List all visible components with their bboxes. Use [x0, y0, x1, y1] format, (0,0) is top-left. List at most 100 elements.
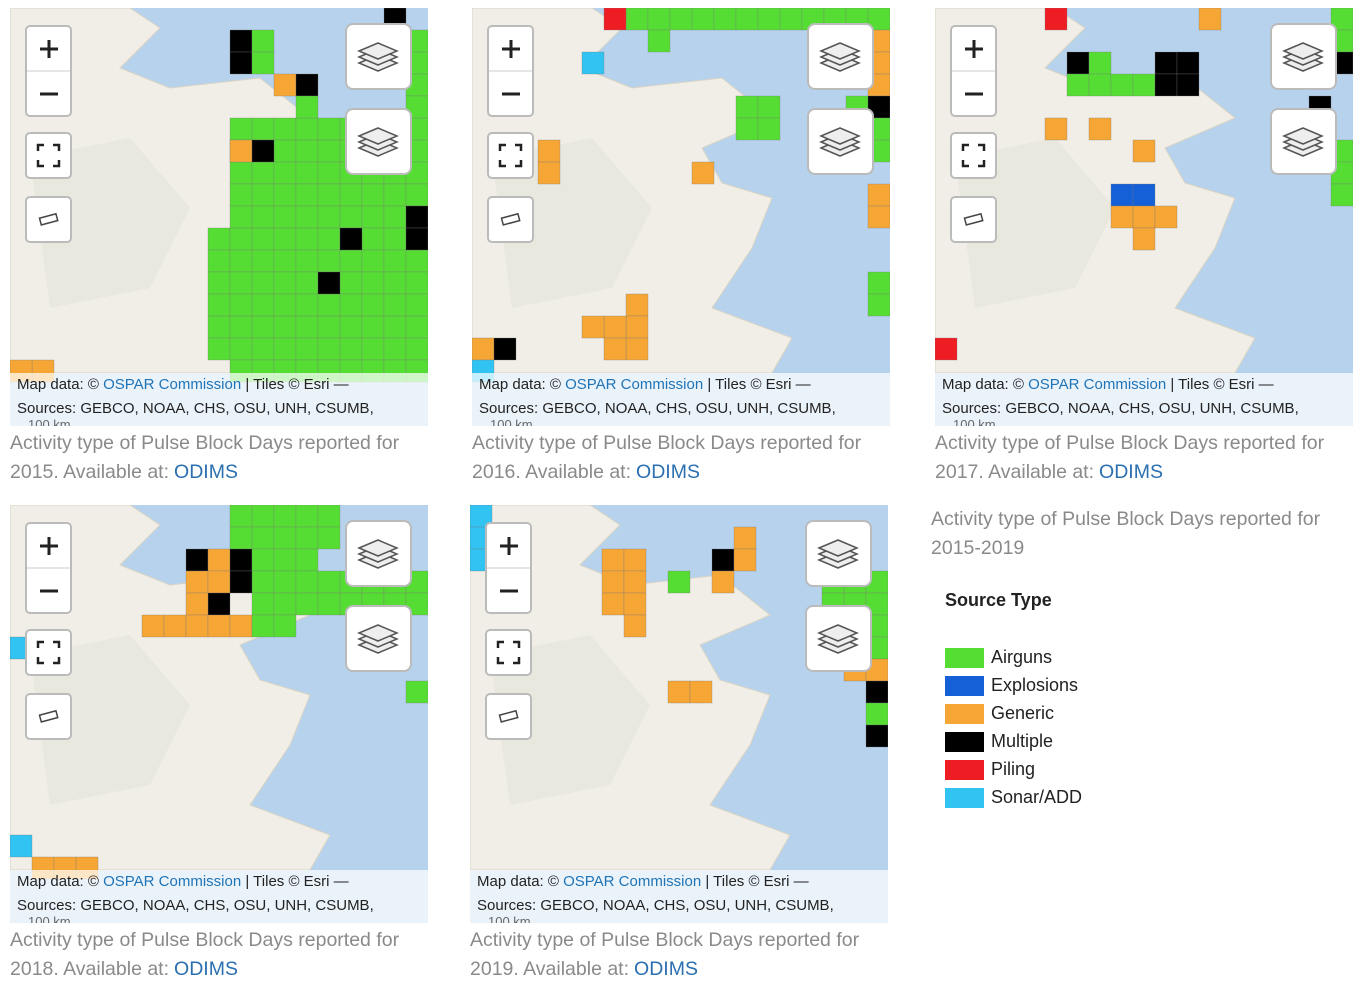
activity-cell — [935, 337, 958, 361]
activity-cell — [1110, 73, 1134, 97]
map-caption: Activity type of Pulse Block Days report… — [935, 429, 1360, 487]
activity-cell — [273, 592, 297, 616]
activity-cell — [229, 51, 253, 75]
layers-icon — [357, 42, 399, 72]
layers-button[interactable] — [807, 23, 874, 90]
attribution-sources: Sources: GEBCO, NOAA, CHS, OSU, UNH, CSU… — [17, 897, 374, 914]
zoom-control[interactable] — [25, 522, 72, 614]
measure-button[interactable] — [25, 693, 72, 740]
attribution-sources: Sources: GEBCO, NOAA, CHS, OSU, UNH, CSU… — [17, 400, 374, 417]
activity-cell — [317, 315, 341, 339]
zoom-control[interactable] — [950, 25, 997, 117]
layers-button[interactable] — [345, 108, 412, 175]
activity-cell — [295, 117, 319, 141]
odims-link[interactable]: ODIMS — [1099, 461, 1163, 483]
caption-text: Activity type of Pulse Block Days report… — [935, 432, 1325, 483]
measure-button[interactable] — [25, 196, 72, 243]
legend-label: Airguns — [991, 647, 1053, 667]
activity-cell — [581, 51, 605, 75]
activity-cell — [229, 249, 253, 273]
activity-cell — [405, 205, 428, 229]
layers-button[interactable] — [805, 520, 872, 587]
activity-cell — [185, 570, 209, 594]
zoom-control[interactable] — [25, 25, 72, 117]
layers-icon — [357, 624, 399, 642]
layers-button[interactable] — [345, 520, 412, 587]
layers-icon — [357, 42, 399, 60]
odims-link[interactable]: ODIMS — [174, 461, 238, 483]
activity-cell — [251, 139, 275, 163]
odims-link[interactable]: ODIMS — [174, 958, 238, 980]
activity-cell — [273, 227, 297, 251]
activity-cell — [163, 614, 187, 638]
layers-button[interactable] — [345, 23, 412, 90]
measure-button[interactable] — [485, 693, 532, 740]
activity-cell — [1066, 51, 1090, 75]
activity-cell — [229, 161, 253, 185]
activity-cell — [317, 117, 341, 141]
activity-cell — [1044, 117, 1068, 141]
legend-item: Explosions — [945, 674, 1078, 697]
layers-button[interactable] — [345, 605, 412, 672]
activity-cell — [689, 680, 713, 704]
map-caption: Activity type of Pulse Block Days report… — [10, 926, 435, 984]
layers-icon — [817, 539, 859, 569]
fullscreen-button[interactable] — [487, 132, 534, 179]
attribution-suffix: | Tiles © Esri — — [245, 873, 349, 890]
activity-cell — [1176, 51, 1200, 75]
fullscreen-icon — [961, 143, 986, 168]
caption-text: Activity type of Pulse Block Days report… — [472, 432, 862, 483]
activity-cell — [185, 548, 209, 572]
fullscreen-button[interactable] — [25, 132, 72, 179]
activity-cell — [669, 8, 693, 31]
fullscreen-button[interactable] — [25, 629, 72, 676]
activity-cell — [317, 249, 341, 273]
attribution-sources: Sources: GEBCO, NOAA, CHS, OSU, UNH, CSU… — [479, 400, 836, 417]
activity-cell — [623, 570, 647, 594]
legend-label: Multiple — [991, 731, 1054, 751]
activity-cell — [229, 548, 253, 572]
measure-button[interactable] — [487, 196, 534, 243]
odims-link[interactable]: ODIMS — [636, 461, 700, 483]
activity-cell — [273, 570, 297, 594]
activity-cell — [1088, 73, 1112, 97]
fullscreen-icon — [498, 143, 523, 168]
activity-cell — [207, 227, 231, 251]
legend-caption: Activity type of Pulse Block Days report… — [931, 508, 1321, 559]
map-attribution: Map data: © OSPAR Commission | Tiles © E… — [10, 870, 428, 923]
activity-cell — [295, 548, 319, 572]
layers-button[interactable] — [1270, 23, 1337, 90]
activity-cell — [317, 337, 341, 361]
layers-button[interactable] — [807, 108, 874, 175]
fullscreen-button[interactable] — [950, 132, 997, 179]
measure-button[interactable] — [950, 196, 997, 243]
layers-button[interactable] — [805, 605, 872, 672]
attribution-link[interactable]: OSPAR Commission — [103, 376, 242, 393]
attribution-link[interactable]: OSPAR Commission — [563, 873, 702, 890]
zoom-icons — [27, 40, 70, 96]
attribution-link[interactable]: OSPAR Commission — [565, 376, 704, 393]
odims-link[interactable]: ODIMS — [634, 958, 698, 980]
activity-cell — [295, 183, 319, 207]
layers-button[interactable] — [1270, 108, 1337, 175]
layers-icon — [1282, 42, 1324, 60]
land-hills — [30, 635, 190, 805]
activity-cell — [273, 315, 297, 339]
activity-cell — [405, 183, 428, 207]
attribution-link[interactable]: OSPAR Commission — [103, 873, 242, 890]
zoom-control[interactable] — [485, 522, 532, 614]
activity-cell — [1132, 183, 1156, 207]
attribution-link[interactable]: OSPAR Commission — [1028, 376, 1167, 393]
activity-cell — [1110, 183, 1134, 207]
fullscreen-button[interactable] — [485, 629, 532, 676]
activity-cell — [251, 337, 275, 361]
activity-cell — [339, 249, 363, 273]
attribution-prefix: Map data: © — [17, 376, 99, 393]
activity-cell — [623, 548, 647, 572]
activity-cell — [537, 139, 561, 163]
activity-cell — [735, 117, 759, 141]
legend-swatch — [945, 648, 984, 669]
attribution-suffix: | Tiles © Esri — — [245, 376, 349, 393]
zoom-control[interactable] — [487, 25, 534, 117]
